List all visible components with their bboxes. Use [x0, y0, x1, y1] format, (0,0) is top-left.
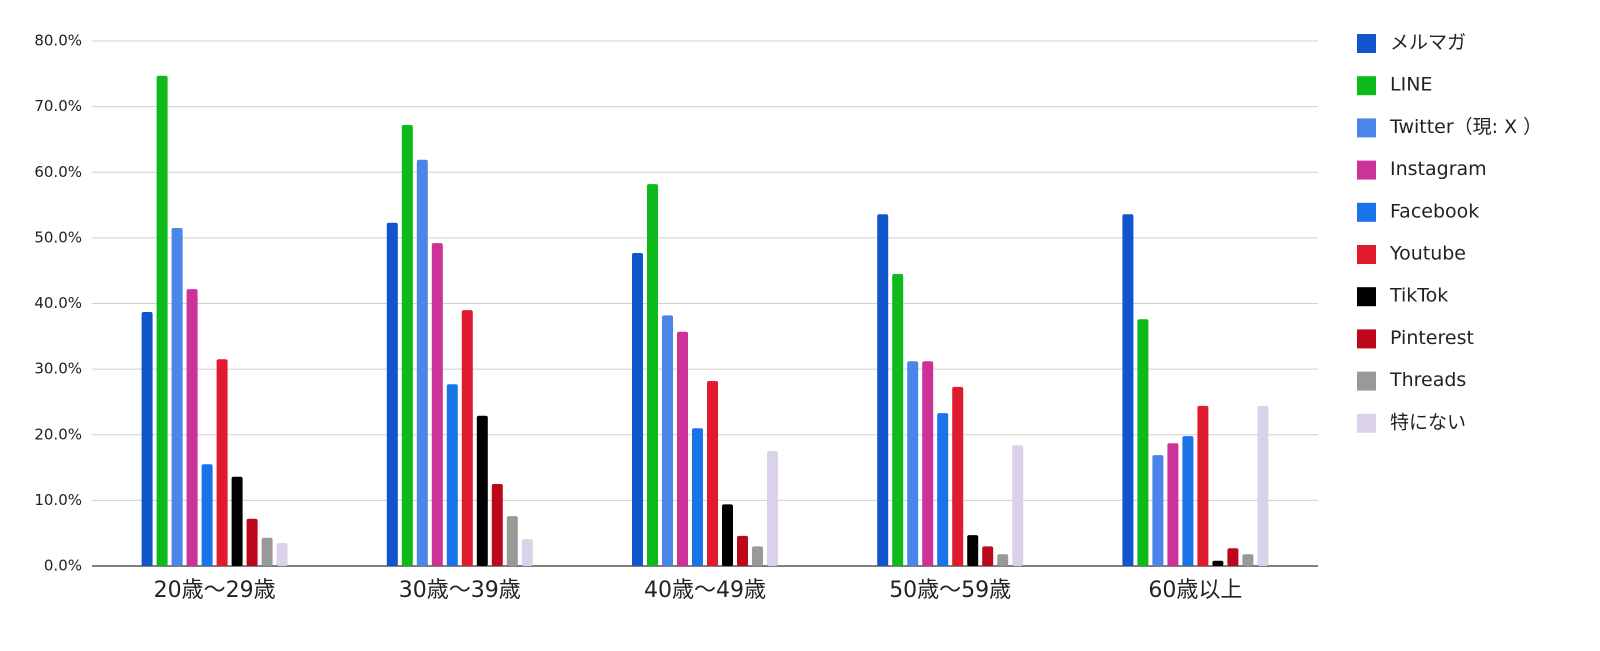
bar — [677, 331, 688, 566]
bar — [632, 252, 643, 566]
bar — [907, 361, 919, 566]
bar — [707, 380, 718, 566]
bar — [1257, 405, 1269, 566]
bar — [767, 451, 778, 566]
bar — [386, 222, 398, 566]
bar — [937, 413, 949, 566]
legend-swatch — [1357, 118, 1376, 138]
bar — [1012, 445, 1024, 566]
bar — [722, 504, 733, 566]
legend-label: Threads — [1389, 369, 1466, 391]
bar — [1212, 560, 1224, 566]
legend-label: Instagram — [1390, 158, 1487, 180]
bar — [1122, 214, 1134, 566]
bar — [521, 539, 533, 566]
legend-swatch — [1357, 202, 1376, 222]
legend-swatch — [1357, 371, 1376, 391]
bar — [186, 289, 198, 566]
bar — [171, 228, 183, 566]
bar — [216, 359, 228, 566]
legend-label: TikTok — [1389, 285, 1448, 307]
bar — [246, 518, 258, 566]
y-tick-label: 50.0% — [34, 228, 82, 246]
bar — [647, 184, 658, 566]
legend-swatch — [1357, 329, 1376, 349]
bar — [141, 312, 153, 566]
legend-swatch — [1357, 34, 1376, 53]
bar — [892, 273, 904, 566]
bar — [431, 243, 443, 566]
bar — [1182, 436, 1194, 566]
bar — [156, 75, 168, 566]
bar — [1137, 319, 1149, 566]
legend-swatch — [1357, 287, 1376, 307]
bar — [1227, 548, 1239, 566]
bar — [997, 554, 1009, 566]
bar — [491, 483, 503, 566]
x-tick-label: 50歳〜59歳 — [889, 578, 1011, 603]
bar — [276, 543, 288, 566]
legend-swatch — [1357, 245, 1376, 264]
bar — [877, 214, 889, 566]
y-tick-label: 40.0% — [34, 294, 82, 312]
bar — [231, 476, 243, 566]
bar — [1167, 443, 1179, 566]
legend-swatch — [1357, 160, 1376, 180]
x-tick-label: 20歳〜29歳 — [154, 578, 276, 603]
legend-label: Twitter（現: X ） — [1389, 116, 1542, 138]
legend-swatch — [1357, 76, 1376, 96]
legend-label: メルマガ — [1390, 32, 1466, 54]
bar — [982, 546, 994, 566]
bar — [461, 310, 473, 566]
bar — [952, 386, 964, 566]
bar — [261, 537, 273, 566]
x-tick-label: 40歳〜49歳 — [644, 578, 766, 603]
bar — [1152, 455, 1164, 566]
y-tick-label: 0.0% — [44, 557, 82, 575]
legend-label: LINE — [1390, 74, 1432, 96]
bar — [401, 125, 413, 566]
legend-label: Pinterest — [1390, 327, 1474, 349]
y-tick-label: 10.0% — [34, 491, 82, 509]
bar — [1242, 554, 1254, 566]
legend-swatch — [1357, 413, 1376, 433]
x-tick-label: 60歳以上 — [1148, 578, 1242, 603]
legend-label: Facebook — [1390, 200, 1479, 222]
x-tick-label: 30歳〜39歳 — [399, 578, 521, 603]
bar — [476, 415, 488, 566]
bar — [922, 361, 934, 566]
bar — [662, 315, 673, 566]
legend-label: 特にない — [1390, 411, 1466, 433]
bar — [201, 464, 213, 566]
legend-label: Youtube — [1389, 243, 1466, 265]
bar — [506, 516, 518, 566]
y-tick-label: 80.0% — [34, 32, 82, 50]
bar — [446, 384, 458, 566]
y-tick-label: 30.0% — [34, 360, 82, 378]
bar — [1197, 405, 1209, 566]
bar — [737, 535, 748, 566]
y-tick-label: 70.0% — [34, 97, 82, 115]
y-tick-label: 20.0% — [34, 425, 82, 443]
bar — [416, 159, 428, 566]
y-tick-label: 60.0% — [34, 163, 82, 181]
bar — [752, 546, 763, 566]
bar — [967, 535, 979, 566]
bar — [692, 428, 703, 566]
